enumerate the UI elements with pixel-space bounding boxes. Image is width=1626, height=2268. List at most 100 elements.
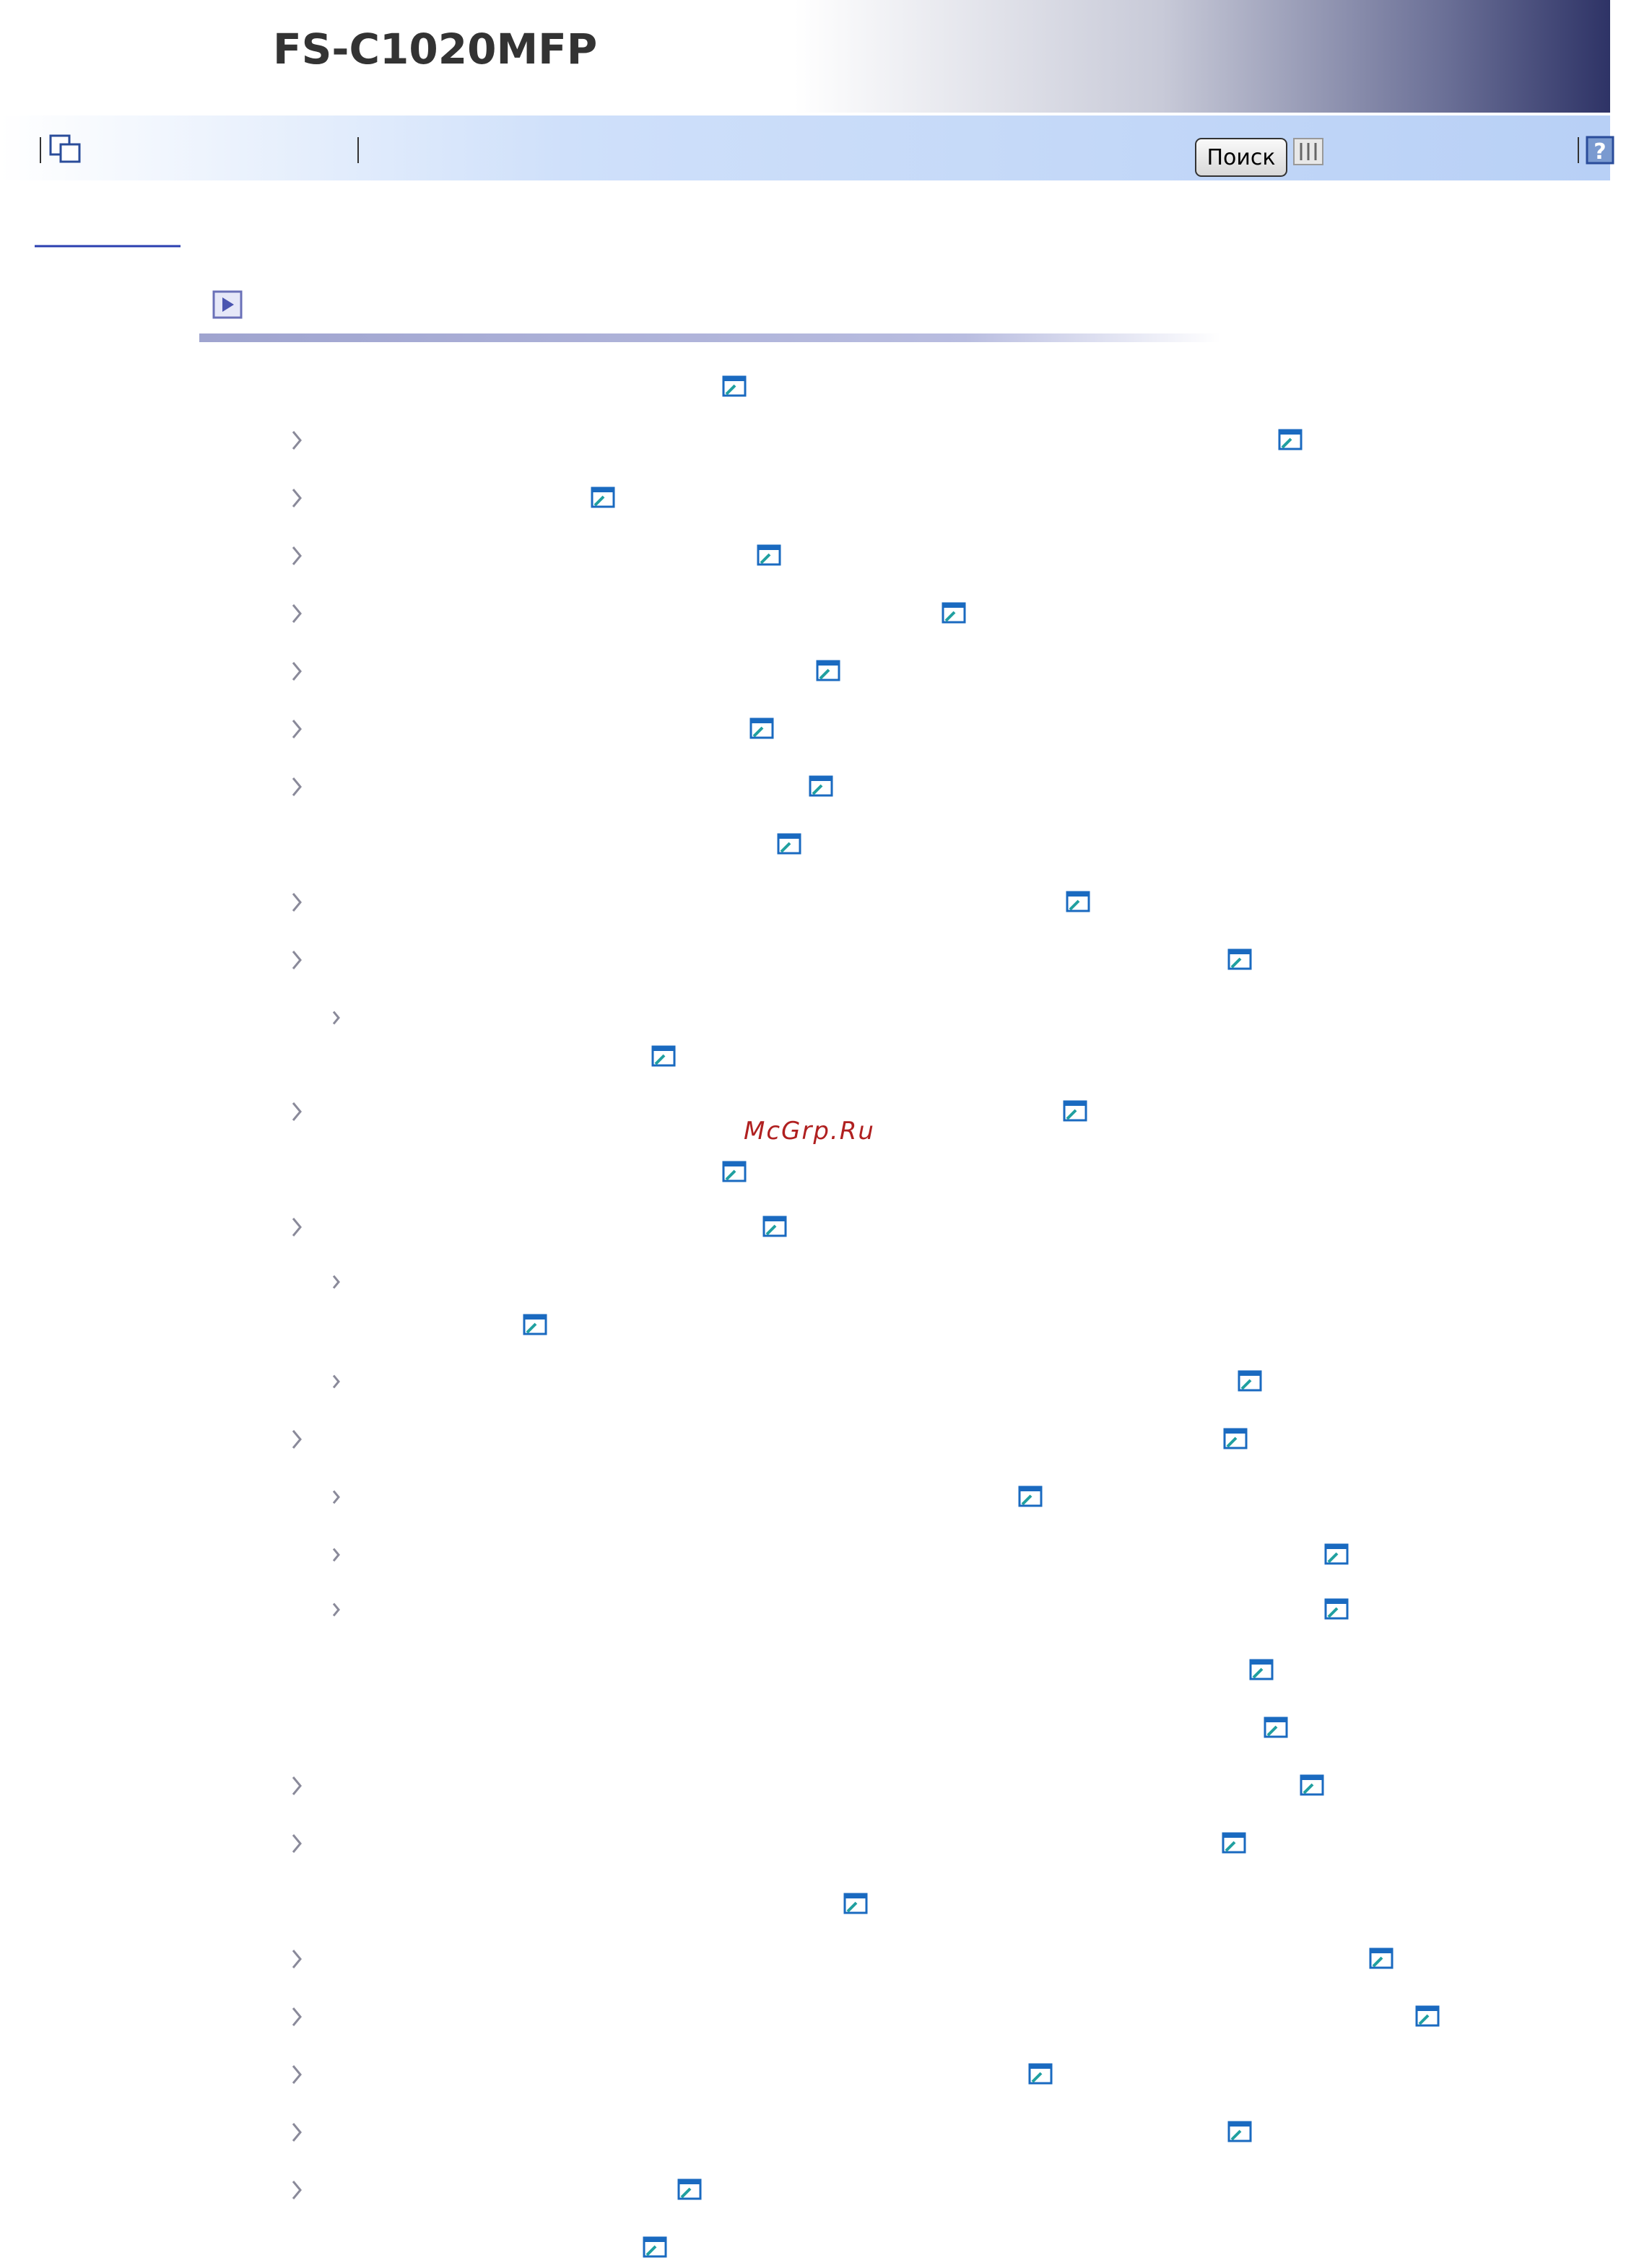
toc-item[interactable] [332,1543,1349,1565]
svg-text:?: ? [1594,139,1606,165]
link-icon[interactable] [777,833,801,855]
search-label[interactable]: Поиск [1207,145,1275,170]
link-icon[interactable] [843,1893,868,1914]
link-icon[interactable] [677,2178,702,2200]
toc-item[interactable] [722,1161,747,1182]
link-icon[interactable] [942,602,966,624]
link-icon[interactable] [523,1314,547,1335]
link-icon[interactable] [1415,2005,1440,2027]
frame-icon[interactable] [49,134,81,163]
chevron [292,546,302,565]
link-icon-arrow [1021,1494,1032,1506]
toc-item[interactable] [1264,1717,1288,1738]
link-icon[interactable] [762,1216,787,1237]
link-icon[interactable] [1264,1717,1288,1738]
toc-item[interactable] [1249,1659,1274,1680]
toc-item[interactable] [292,891,1090,912]
link-icon[interactable] [757,544,781,566]
chevron [292,893,302,912]
link-icon-bar [758,546,780,550]
toc-item[interactable] [292,1774,1324,1796]
link-icon[interactable] [1324,1598,1349,1620]
toc-item[interactable] [332,1486,1043,1507]
help-icon[interactable]: ? [1586,136,1614,165]
toc-item[interactable] [292,1428,1248,1449]
watermark: McGrp.Ru [744,1117,875,1146]
toc-item[interactable] [332,1275,340,1289]
toc-item[interactable] [292,660,840,681]
link-icon-bar [653,1047,674,1051]
chevron [332,1548,340,1562]
chevron [292,1834,302,1853]
chevron [332,1275,340,1289]
link-icon[interactable] [1227,2121,1252,2142]
link-icon[interactable] [643,2236,667,2258]
link-icon[interactable] [1028,2063,1053,2085]
link-icon[interactable] [1222,1832,1246,1854]
link-icon[interactable] [1066,891,1090,912]
toc-item[interactable] [292,602,966,624]
link-icon[interactable] [816,660,840,681]
toc-item[interactable] [292,1832,1246,1854]
search-button[interactable]: Поиск [1195,138,1287,177]
toc-item[interactable] [292,2063,1053,2085]
link-icon-bar [1326,1545,1347,1549]
link-icon-arrow [846,1901,858,1913]
search-options-icon[interactable] [1293,138,1323,165]
toc-item[interactable] [292,2005,1440,2027]
link-icon[interactable] [1018,1486,1043,1507]
link-icon-arrow [1031,2072,1043,2083]
link-icon-arrow [765,1224,777,1236]
link-icon[interactable] [651,1045,676,1067]
toc-item[interactable] [292,1100,1087,1122]
link-icon[interactable] [1324,1543,1349,1565]
toc-item[interactable] [292,2178,702,2200]
toc-item[interactable] [777,833,801,855]
toc-item[interactable] [843,1893,868,1914]
link-icon-arrow [1240,1379,1252,1390]
chevron [292,489,302,507]
section-icon [212,290,243,319]
link-icon[interactable] [722,375,747,397]
toc-item[interactable] [292,948,1252,970]
link-icon[interactable] [749,718,774,739]
toc-item[interactable] [292,487,615,508]
link-icon[interactable] [1227,948,1252,970]
toc-item[interactable] [332,1370,1262,1392]
toc-item[interactable] [523,1314,547,1335]
link-icon-bar [817,661,839,666]
toc-item[interactable] [292,2121,1252,2142]
toc-item[interactable] [651,1045,676,1067]
link-icon[interactable] [1223,1428,1248,1449]
toc-item[interactable] [292,1948,1394,1969]
toc-item[interactable] [292,429,1303,450]
link-icon-arrow [1066,1109,1077,1120]
toc-item[interactable] [722,375,747,397]
chevron [292,720,302,738]
toc-item[interactable] [292,775,833,797]
chevron [292,1950,302,1968]
link-icon[interactable] [1238,1370,1262,1392]
link-icon[interactable] [591,487,615,508]
link-icon-bar [1223,1833,1245,1838]
toc-item[interactable] [292,544,781,566]
toc-item[interactable] [292,718,774,739]
link-icon[interactable] [1278,429,1303,450]
header-banner [794,0,1610,113]
toc-item[interactable] [332,1598,1349,1620]
toc-item[interactable] [643,2236,667,2258]
chevron [292,431,302,450]
link-icon[interactable] [722,1161,747,1182]
link-icon-bar [1239,1371,1261,1376]
link-icon[interactable] [1369,1948,1394,1969]
link-icon[interactable] [1063,1100,1087,1122]
link-icon[interactable] [1249,1659,1274,1680]
toc-item[interactable] [332,1011,340,1025]
link-icon[interactable] [809,775,833,797]
link-icon[interactable] [1300,1774,1324,1796]
toc-item[interactable] [292,1216,787,1237]
chevron [292,1102,302,1121]
link-icon-bar [1225,1429,1246,1434]
